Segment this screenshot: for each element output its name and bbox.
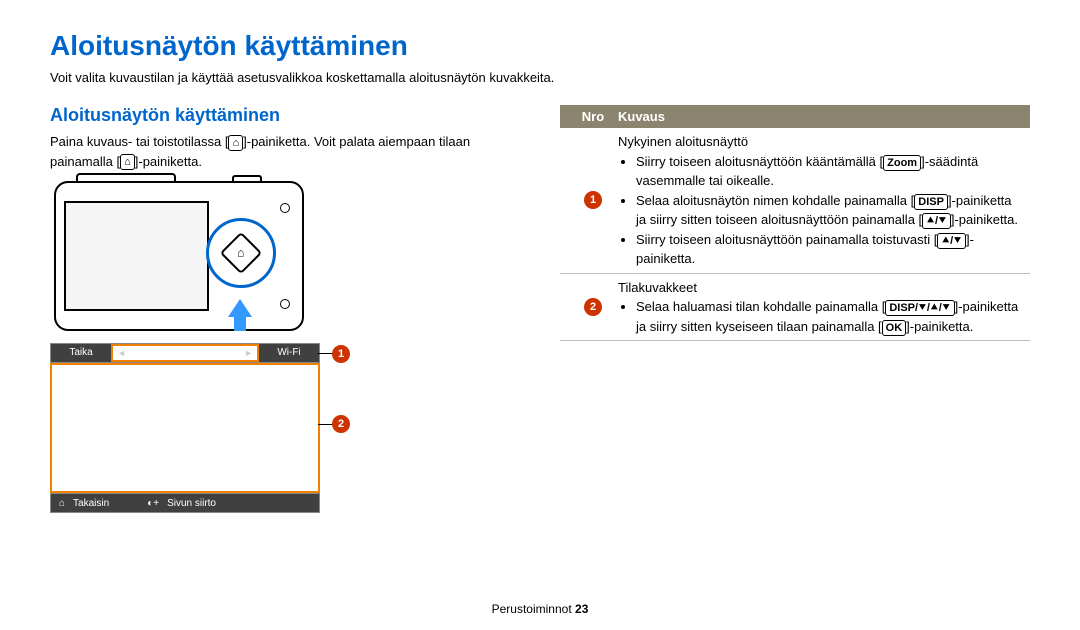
footer-label: Perustoiminnot xyxy=(492,602,572,616)
ui-screen-mock: Taika ◄ ► Wi-Fi ⌂ Takaisin ◐+ Sivun siir… xyxy=(50,343,320,513)
scroll-label: Sivun siirto xyxy=(167,498,216,509)
chevron-right-icon: ► xyxy=(244,348,253,358)
camera-illustration: ⌂ xyxy=(50,181,520,331)
ui-top-bar: Taika ◄ ► Wi-Fi xyxy=(50,343,320,363)
section-title: Aloitusnäytön käyttäminen xyxy=(50,105,520,126)
ui-bottom-bar: ⌂ Takaisin ◐+ Sivun siirto xyxy=(50,493,320,513)
camera-screen xyxy=(64,201,209,311)
list-item: Selaa aloitusnäytön nimen kohdalle paina… xyxy=(636,191,1022,230)
press-arrow-stem xyxy=(234,315,246,331)
row-desc-cell: Nykyinen aloitusnäyttö Siirry toiseen al… xyxy=(618,132,1022,269)
page-title: Aloitusnäytön käyttäminen xyxy=(50,30,1030,62)
disp-key: DISP xyxy=(914,194,948,210)
nav-key: ⯅/⯆ xyxy=(937,233,966,249)
txt: Siirry toiseen aloitusnäyttöön painamall… xyxy=(636,232,937,247)
row-num-cell: 1 xyxy=(568,132,618,269)
back-home-icon: ⌂ xyxy=(59,498,65,509)
home-key-icon: ⌂ xyxy=(228,135,243,151)
table-row: 1 Nykyinen aloitusnäyttö Siirry toiseen … xyxy=(560,128,1030,274)
left-column: Aloitusnäytön käyttäminen Paina kuvaus- … xyxy=(50,105,520,513)
footer-page: 23 xyxy=(575,602,588,616)
ui-top-selector: ◄ ► xyxy=(111,344,259,362)
table-header: Nro Kuvaus xyxy=(560,105,1030,128)
instruction-text: Paina kuvaus- tai toistotilassa [⌂]-pain… xyxy=(50,132,520,171)
row2-list: Selaa haluamasi tilan kohdalle painamall… xyxy=(636,297,1022,336)
ui-top-left: Taika xyxy=(51,344,111,362)
zoom-key: Zoom xyxy=(883,155,921,171)
ui-top-right: Wi-Fi xyxy=(259,344,319,362)
camera-top-edge-right xyxy=(232,175,262,183)
back-label: Takaisin xyxy=(73,498,109,509)
home-key-icon: ⌂ xyxy=(120,154,135,170)
ui-body-area xyxy=(50,363,320,493)
ok-key: OK xyxy=(882,320,907,336)
disp-nav-key: DISP/⯆/⯅/⯆ xyxy=(885,300,954,316)
camera-btn-bottom xyxy=(280,299,290,309)
content-columns: Aloitusnäytön käyttäminen Paina kuvaus- … xyxy=(50,105,1030,513)
callout-2: 2 xyxy=(332,415,350,433)
row-num-cell: 2 xyxy=(568,278,618,337)
row2-heading: Tilakuvakkeet xyxy=(618,278,1022,298)
chevron-left-icon: ◄ xyxy=(117,348,126,358)
intro-text: Voit valita kuvaustilan ja käyttää asetu… xyxy=(50,70,1030,85)
txt: ]-painiketta. xyxy=(951,212,1018,227)
num-badge-1: 1 xyxy=(584,191,602,209)
instr-pre: Paina kuvaus- tai toistotilassa [ xyxy=(50,134,228,149)
right-column: Nro Kuvaus 1 Nykyinen aloitusnäyttö Siir… xyxy=(560,105,1030,513)
txt: Siirry toiseen aloitusnäyttöön kääntämäl… xyxy=(636,154,883,169)
txt: Selaa aloitusnäytön nimen kohdalle paina… xyxy=(636,193,914,208)
camera-body: ⌂ xyxy=(54,181,304,331)
list-item: Selaa haluamasi tilan kohdalle painamall… xyxy=(636,297,1022,336)
instr-post: ]-painiketta. xyxy=(135,154,202,169)
row1-heading: Nykyinen aloitusnäyttö xyxy=(618,132,1022,152)
table-row: 2 Tilakuvakkeet Selaa haluamasi tilan ko… xyxy=(560,274,1030,342)
press-arrow-icon xyxy=(228,299,252,317)
page-footer: Perustoiminnot 23 xyxy=(0,602,1080,616)
txt: Selaa haluamasi tilan kohdalle painamall… xyxy=(636,299,885,314)
callout-1: 1 xyxy=(332,345,350,363)
camera-top-edge xyxy=(76,173,176,183)
th-desc: Kuvaus xyxy=(618,109,665,124)
th-nro: Nro xyxy=(568,109,618,124)
camera-btn-top xyxy=(280,203,290,213)
home-icon: ⌂ xyxy=(237,246,244,260)
scroll-icon: ◐+ xyxy=(147,498,159,509)
num-badge-2: 2 xyxy=(584,298,602,316)
nav-key: ⯅/⯆ xyxy=(922,213,951,229)
row1-list: Siirry toiseen aloitusnäyttöön kääntämäl… xyxy=(636,152,1022,269)
list-item: Siirry toiseen aloitusnäyttöön painamall… xyxy=(636,230,1022,269)
row-desc-cell: Tilakuvakkeet Selaa haluamasi tilan kohd… xyxy=(618,278,1022,337)
txt: ]-painiketta. xyxy=(906,319,973,334)
list-item: Siirry toiseen aloitusnäyttöön kääntämäl… xyxy=(636,152,1022,191)
